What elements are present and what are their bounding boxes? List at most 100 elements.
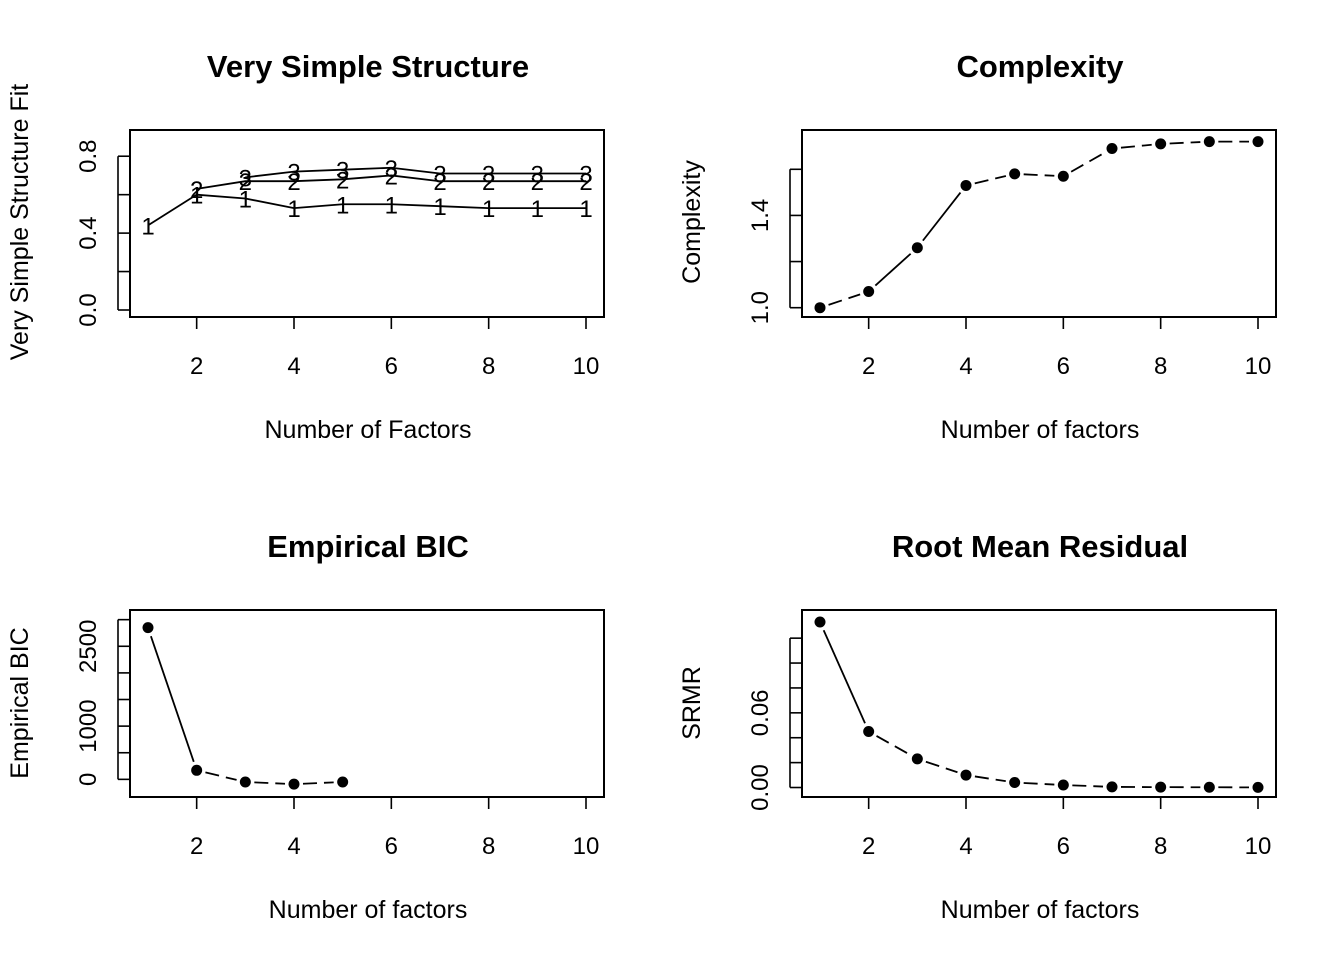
vss-y-tick-label: 0.0: [75, 293, 102, 326]
vss-series-2-point: 2: [433, 169, 446, 196]
complexity-y-tick-label: 1.4: [747, 199, 774, 232]
complexity-y-tick-label: 1.0: [747, 291, 774, 324]
rmr-point: [911, 753, 923, 765]
panel-rmr-frame: [801, 609, 1277, 798]
panel-bic-plot: 2 4 6 8 10 0 1000 2500: [75, 618, 600, 860]
vss-x-tick-label: 10: [573, 353, 600, 380]
panel-complexity-xlabel: Number of factors: [941, 416, 1140, 444]
complexity-point: [1057, 170, 1069, 182]
panel-vss: Very Simple Structure Number of Factors …: [6, 49, 605, 444]
vss-x-tick-label: 8: [482, 353, 495, 380]
bic-point: [239, 776, 251, 788]
panel-rmr-title: Root Mean Residual: [892, 529, 1188, 564]
rmr-x-tick-label: 10: [1245, 833, 1272, 860]
complexity-point: [814, 302, 826, 314]
rmr-segment: [1023, 782, 1055, 786]
vss-series-3-point: 3: [482, 162, 495, 189]
vss-y-tick-label: 0.4: [75, 216, 102, 249]
bic-segment: [205, 771, 237, 781]
complexity-segment: [922, 191, 962, 242]
panel-complexity-title: Complexity: [956, 49, 1124, 84]
panel-complexity-plot: 2 4 6 8 10 1.0 1.4: [747, 136, 1271, 380]
panel-complexity-frame: [801, 129, 1277, 318]
vss-series-2-point: 2: [385, 163, 398, 190]
bic-segment: [150, 635, 195, 763]
rmr-y-tick-label: 0.06: [747, 689, 774, 736]
rmr-point: [1203, 781, 1215, 793]
bic-x-tick-label: 6: [385, 833, 398, 860]
complexity-segment: [1023, 173, 1055, 177]
complexity-point: [1106, 143, 1118, 155]
complexity-segment: [1169, 141, 1201, 145]
bic-point: [337, 776, 349, 788]
panel-vss-ylabel: Very Simple Structure Fit: [6, 84, 34, 361]
vss-y-tick-label: 0.8: [75, 140, 102, 173]
bic-y-tick-label: 0: [75, 773, 102, 786]
rmr-segment: [974, 775, 1006, 783]
vss-series-3-point: 3: [239, 165, 252, 192]
panel-rmr-xlabel: Number of factors: [941, 896, 1140, 924]
rmr-x-tick-label: 4: [959, 833, 972, 860]
panel-vss-frame: [129, 129, 605, 318]
rmr-segment: [925, 760, 958, 774]
vss-series-2-point: 2: [287, 169, 300, 196]
complexity-x-tick-label: 10: [1245, 353, 1272, 380]
vss-series-2-point: 2: [482, 169, 495, 196]
rmr-y-tick-label: 0.00: [747, 764, 774, 811]
panel-rmr-plot: 2 4 6 8 10 0.00 0.06: [747, 616, 1271, 860]
bic-segment: [254, 781, 286, 785]
complexity-segment: [974, 175, 1007, 185]
complexity-point: [863, 286, 875, 298]
rmr-point: [1106, 781, 1118, 793]
vss-series-1-point: 1: [579, 196, 592, 223]
complexity-segment: [828, 293, 861, 306]
vss-x-tick-label: 6: [385, 353, 398, 380]
panel-bic-title: Empirical BIC: [267, 529, 469, 564]
bic-x-tick-label: 2: [190, 833, 203, 860]
bic-x-tick-label: 4: [287, 833, 300, 860]
panel-vss-plot: 2 4 6 8 100.00.40.811 1 1 1 1 1 1 1 12 2 2 2 2 2 2 2 23 3 3 3 3 3…: [75, 140, 599, 380]
vss-series-2-point: 2: [336, 167, 349, 194]
bic-x-tick-label: 10: [573, 833, 600, 860]
vss-series-3-point: 3: [385, 156, 398, 183]
complexity-x-tick-label: 6: [1057, 353, 1070, 380]
vss-series-1-point: 1: [385, 192, 398, 219]
vss-series-1-point: 1: [336, 192, 349, 219]
complexity-segment: [1070, 152, 1105, 173]
rmr-x-tick-label: 6: [1057, 833, 1070, 860]
complexity-point: [1155, 138, 1167, 150]
bic-y-tick-label: 2500: [75, 620, 102, 673]
panel-bic-frame: [129, 609, 605, 798]
vss-series-1-point: 1: [482, 196, 495, 223]
panel-bic: Empirical BIC Number of factors Empirica…: [6, 529, 605, 924]
rmr-point: [863, 726, 875, 738]
vss-series-1-point: 1: [433, 194, 446, 221]
complexity-point: [1203, 136, 1215, 148]
bic-y-tick-label: 1000: [75, 699, 102, 752]
vss-series-1-line: [147, 193, 586, 227]
rmr-point: [1057, 779, 1069, 791]
vss-series-3-point: 3: [433, 162, 446, 189]
complexity-point: [960, 179, 972, 191]
vss-x-tick-label: 4: [287, 353, 300, 380]
vss-series-3-line: [245, 166, 586, 179]
panel-vss-xlabel: Number of Factors: [264, 416, 471, 444]
bic-point: [288, 778, 300, 790]
vss-series-1-point: 1: [141, 213, 154, 240]
vss-series-1-point: 1: [531, 196, 544, 223]
rmr-point: [1252, 781, 1264, 793]
vss-series-3-point: 3: [336, 158, 349, 185]
rmr-segment: [876, 735, 910, 756]
vss-series-2-line: [196, 174, 586, 190]
panel-rmr: Root Mean Residual Number of factors SRM…: [678, 529, 1277, 924]
complexity-point: [1252, 136, 1264, 148]
panel-vss-title: Very Simple Structure: [207, 49, 529, 84]
panel-complexity-ylabel: Complexity: [678, 160, 706, 284]
vss-series-2-point: 2: [531, 169, 544, 196]
vss-series-2-point: 2: [239, 169, 252, 196]
rmr-segment: [1072, 784, 1104, 788]
panel-bic-ylabel: Empirical BIC: [6, 627, 34, 778]
complexity-segment: [1120, 143, 1152, 149]
rmr-point: [960, 769, 972, 781]
